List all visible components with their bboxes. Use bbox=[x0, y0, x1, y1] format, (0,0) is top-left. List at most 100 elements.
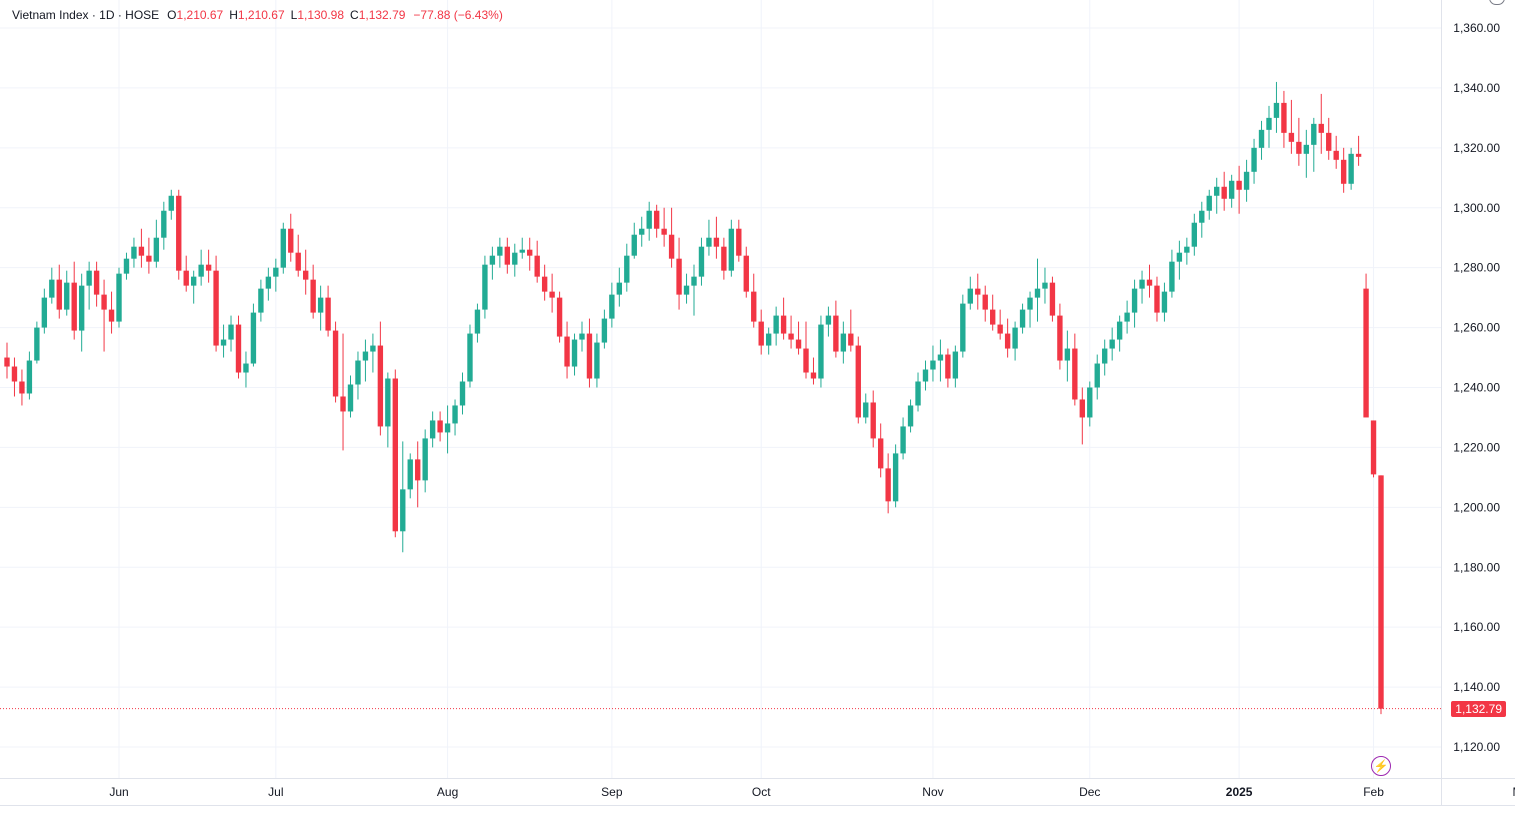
candle bbox=[1094, 354, 1100, 400]
candle-body bbox=[1191, 222, 1198, 247]
candle bbox=[407, 453, 413, 499]
candle-body bbox=[825, 315, 832, 325]
candle bbox=[250, 303, 257, 367]
candle-body bbox=[527, 249, 533, 256]
price-tick-label: 1,280.00 bbox=[1453, 261, 1500, 275]
time-axis[interactable]: JunJulAugSepOctNovDec2025FebMarApr bbox=[109, 785, 1515, 799]
candle-body bbox=[190, 276, 197, 286]
candle bbox=[639, 216, 645, 247]
candle bbox=[930, 345, 936, 382]
candle-body bbox=[1102, 348, 1108, 364]
candle-body bbox=[213, 270, 219, 346]
candle bbox=[706, 219, 712, 256]
candle-body bbox=[71, 282, 77, 331]
candle bbox=[1199, 201, 1205, 238]
candle-body bbox=[355, 360, 361, 385]
candle bbox=[1169, 249, 1175, 298]
candle-body bbox=[1154, 285, 1160, 313]
price-tick-label: 1,260.00 bbox=[1453, 321, 1500, 335]
lightning-icon[interactable]: ⚡ bbox=[1371, 756, 1391, 776]
candle-body bbox=[892, 453, 899, 502]
candle bbox=[1363, 273, 1369, 418]
candle-body bbox=[1228, 180, 1235, 199]
candle bbox=[108, 291, 115, 334]
high-value: 1,210.67 bbox=[237, 8, 285, 22]
candle bbox=[848, 309, 854, 352]
candle-body bbox=[504, 246, 511, 265]
candle bbox=[803, 321, 809, 379]
candle-body bbox=[668, 234, 675, 259]
candle-body bbox=[691, 276, 697, 286]
candle bbox=[728, 219, 735, 277]
candle bbox=[34, 321, 40, 364]
candle-body bbox=[1064, 348, 1071, 361]
candle bbox=[504, 237, 511, 274]
candle-body bbox=[952, 351, 959, 379]
candle-body bbox=[1363, 288, 1369, 418]
candle-body bbox=[362, 351, 369, 361]
candle bbox=[198, 249, 204, 286]
candle bbox=[960, 294, 966, 358]
candle-body bbox=[1042, 282, 1048, 289]
open-label: O bbox=[167, 8, 177, 22]
open-value: 1,210.67 bbox=[176, 8, 224, 22]
candle-body bbox=[945, 354, 951, 379]
time-tick-label: Feb bbox=[1363, 785, 1384, 799]
candle-body bbox=[1236, 180, 1242, 190]
candle bbox=[877, 423, 884, 478]
symbol-title: Vietnam Index · 1D · HOSE bbox=[12, 8, 160, 22]
candle-body bbox=[1057, 315, 1063, 361]
candle bbox=[1019, 303, 1026, 334]
candle bbox=[49, 267, 55, 304]
candle-body bbox=[347, 384, 354, 412]
candle-body bbox=[698, 246, 705, 277]
candle-body bbox=[489, 255, 496, 265]
candle bbox=[833, 300, 839, 358]
candle-body bbox=[907, 405, 914, 427]
candle-body bbox=[273, 267, 279, 277]
candle-body bbox=[415, 459, 421, 481]
candle-body bbox=[818, 324, 824, 379]
candle-body bbox=[482, 264, 488, 310]
candle bbox=[1184, 237, 1190, 265]
candle bbox=[168, 189, 174, 220]
time-tick-label: 2025 bbox=[1226, 785, 1253, 799]
candle bbox=[101, 279, 107, 352]
candle-body bbox=[11, 366, 18, 382]
candle bbox=[1057, 303, 1063, 370]
candle bbox=[564, 321, 570, 379]
candle-body bbox=[1258, 129, 1265, 148]
candle-body bbox=[721, 246, 727, 271]
candle-body bbox=[452, 405, 458, 424]
candle-body bbox=[765, 333, 772, 346]
price-axis[interactable]: 1,360.00 1,340.00 1,320.00 1,300.00 1,280.00… bbox=[1453, 21, 1500, 754]
candle bbox=[347, 375, 354, 418]
candle bbox=[795, 321, 802, 355]
close-label: C bbox=[350, 8, 359, 22]
candle-body bbox=[601, 318, 608, 343]
candle-body bbox=[86, 270, 92, 286]
candle bbox=[601, 309, 608, 349]
candle bbox=[415, 441, 421, 508]
candle bbox=[609, 282, 615, 328]
candle bbox=[541, 264, 548, 301]
price-tick-label: 1,360.00 bbox=[1453, 21, 1500, 35]
candle-body bbox=[1348, 153, 1354, 184]
candle-body bbox=[1109, 339, 1115, 349]
candle bbox=[1266, 105, 1272, 148]
candle-body bbox=[937, 354, 944, 361]
candle bbox=[616, 267, 623, 307]
low-label: L bbox=[290, 8, 298, 22]
candle-body bbox=[108, 309, 115, 322]
candle bbox=[907, 399, 914, 433]
candle bbox=[429, 411, 436, 448]
candle-body bbox=[967, 288, 973, 304]
candle-body bbox=[534, 255, 540, 277]
candle bbox=[691, 264, 697, 316]
candle-body bbox=[422, 438, 428, 481]
candle-body bbox=[1326, 132, 1332, 151]
candle-body bbox=[579, 333, 585, 340]
candle bbox=[1258, 120, 1265, 160]
